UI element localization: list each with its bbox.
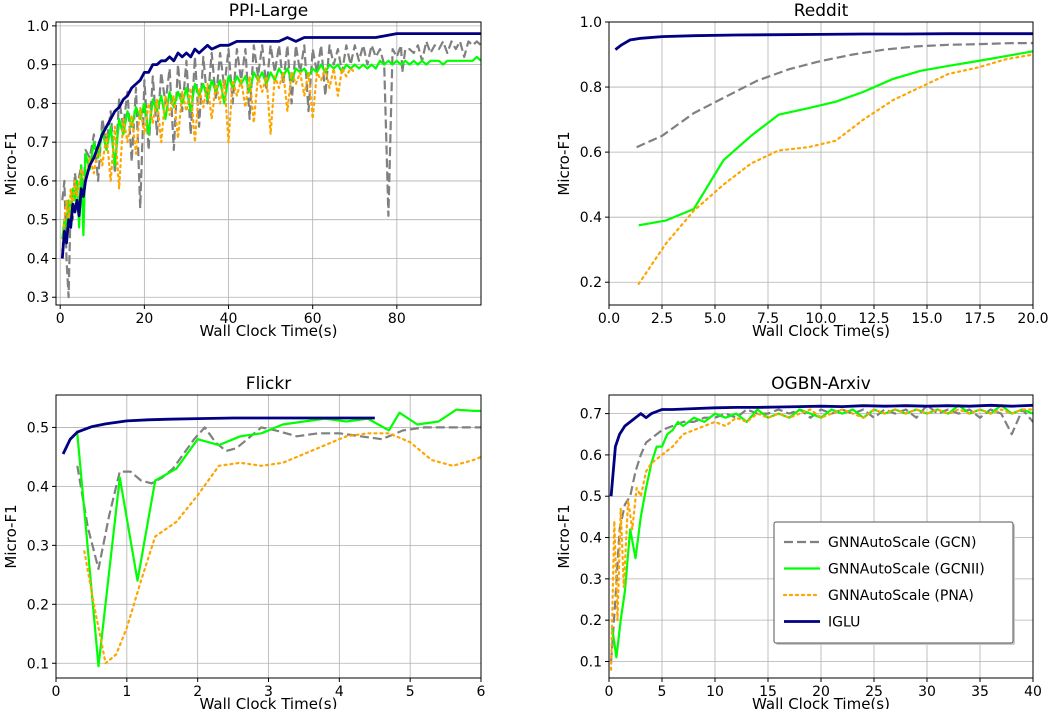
x-tick-label: 1 [122, 684, 131, 700]
series-line-gnnautoscale-pna [83, 432, 481, 665]
series-line-iglu [60, 32, 481, 259]
axes-frame [55, 21, 482, 306]
series-line-gnnautoscale-gcnii [61, 55, 481, 240]
x-tick-label: 5.0 [704, 311, 726, 327]
x-tick-label: 40 [1024, 684, 1042, 700]
x-tick-label: 60 [304, 311, 322, 327]
x-tick-label: 30 [918, 684, 936, 700]
x-tick-label: 10 [706, 684, 724, 700]
y-tick-label: 0.4 [27, 251, 49, 267]
y-tick-label: 0.6 [580, 145, 602, 161]
chart-panel-1: 0 20 40 60 80 0.3 0.4 0.5 0.6 0.7 0.8 0.9 1.0 PPI-Lar… [2, 1, 482, 340]
plot-area [56, 22, 481, 305]
y-tick-label: 0.6 [580, 448, 602, 464]
y-axis-label: Micro-F1 [2, 131, 20, 195]
series-group [61, 408, 481, 668]
legend-box [773, 521, 1014, 644]
y-tick-label: 0.5 [27, 213, 49, 229]
x-tick-label: 5 [658, 684, 667, 700]
y-axis-label: Micro-F1 [555, 504, 573, 568]
series-group [614, 32, 1033, 285]
y-tick-label: 0.5 [27, 420, 49, 436]
x-tick-label: 15.0 [911, 311, 942, 327]
series-line-gnnautoscale-gcnii [76, 408, 481, 668]
series-line-gnnautoscale-gcnii [638, 50, 1033, 227]
y-tick-label: 1.0 [580, 15, 602, 31]
series-line-gnnautoscale-pna [61, 67, 356, 252]
series-line-iglu [609, 403, 1033, 497]
x-axis-label: Wall Clock Time(s) [752, 695, 890, 709]
x-tick-label: 20 [812, 684, 830, 700]
y-tick-label: 1.0 [27, 19, 49, 35]
series-line-gnnautoscale-gcn [636, 41, 1033, 149]
x-tick-label: 0 [52, 684, 61, 700]
y-tick-label: 0.8 [580, 80, 602, 96]
x-tick-label: 12.5 [858, 311, 889, 327]
x-tick-label: 20 [135, 311, 153, 327]
x-tick-label: 6 [477, 684, 486, 700]
y-tick-label: 0.7 [27, 135, 49, 151]
y-tick-label: 0.6 [27, 174, 49, 190]
y-tick-label: 0.1 [27, 656, 49, 672]
y-tick-label: 0.4 [580, 210, 602, 226]
chart-panel-2: 0.0 2.5 5.0 7.5 10.0 12.5 15.0 17.5 20.0 0.2 0.4 0.… [555, 1, 1049, 340]
legend-label: GNNAutoScale (PNA) [828, 588, 974, 604]
y-tick-label: 0.7 [580, 407, 602, 423]
series-line-iglu [614, 32, 1033, 51]
chart-title: Flickr [246, 374, 291, 394]
y-tick-label: 0.3 [27, 538, 49, 554]
series-group [609, 403, 1033, 671]
chart-title: OGBN-Arxiv [771, 374, 871, 394]
x-tick-label: 0.0 [598, 311, 620, 327]
x-tick-label: 0 [605, 684, 614, 700]
x-tick-label: 7.5 [757, 311, 779, 327]
legend-label: GNNAutoScale (GCN) [828, 535, 976, 551]
y-tick-label: 0.2 [580, 613, 602, 629]
x-axis-label: Wall Clock Time(s) [200, 322, 338, 340]
series-line-gnnautoscale-pna [637, 53, 1033, 285]
series-line-gnnautoscale-pna [609, 408, 1033, 671]
y-axis-label: Micro-F1 [2, 504, 20, 568]
x-tick-label: 3 [264, 684, 273, 700]
y-axis-label: Micro-F1 [555, 131, 573, 195]
y-tick-label: 0.4 [580, 531, 602, 547]
y-tick-label: 0.8 [27, 96, 49, 112]
series-line-iglu [61, 416, 375, 455]
y-tick-label: 0.4 [27, 479, 49, 495]
x-tick-label: 0 [56, 311, 65, 327]
y-tick-label: 0.9 [27, 58, 49, 74]
x-tick-label: 5 [406, 684, 415, 700]
chart-panel-3: 0 1 2 3 4 5 6 0.1 0.2 0.3 0.4 0.5 Flickr Wall Clock T… [2, 374, 486, 709]
x-tick-label: 4 [335, 684, 344, 700]
x-tick-label: 40 [220, 311, 238, 327]
y-tick-label: 0.3 [580, 572, 602, 588]
x-tick-label: 15 [759, 684, 777, 700]
chart-title: Reddit [794, 1, 849, 21]
x-axis-label: Wall Clock Time(s) [752, 322, 890, 340]
legend: GNNAutoScale (GCN) GNNAutoScale (GCNII) GN… [773, 521, 1015, 645]
y-tick-label: 0.3 [27, 290, 49, 306]
y-tick-label: 0.2 [580, 275, 602, 291]
x-tick-label: 17.5 [964, 311, 995, 327]
x-tick-label: 80 [388, 311, 406, 327]
x-tick-label: 10.0 [805, 311, 836, 327]
x-axis-label: Wall Clock Time(s) [200, 695, 338, 709]
legend-label: GNNAutoScale (GCNII) [828, 562, 985, 578]
legend-label: IGLU [828, 615, 860, 631]
x-tick-label: 2.5 [651, 311, 673, 327]
x-tick-label: 35 [971, 684, 989, 700]
x-tick-label: 25 [865, 684, 883, 700]
series-line-gnnautoscale-gcn [76, 426, 481, 571]
chart-panel-4: 0 5 10 15 20 25 30 35 40 0.1 0.2 0.3 0.4 0.5 0.6 0.7 OGB… [555, 374, 1042, 709]
y-tick-label: 0.5 [580, 489, 602, 505]
y-tick-label: 0.2 [27, 597, 49, 613]
y-tick-label: 0.1 [580, 654, 602, 670]
x-tick-label: 20.0 [1017, 311, 1048, 327]
chart-title: PPI-Large [229, 1, 308, 21]
series-group [60, 32, 481, 299]
x-tick-label: 2 [193, 684, 202, 700]
